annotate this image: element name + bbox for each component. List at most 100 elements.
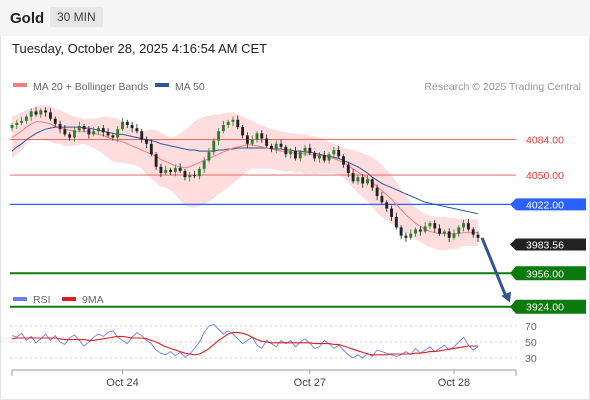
forecast-arrow: [480, 237, 512, 303]
candle-body: [346, 164, 350, 174]
candle-body: [250, 139, 254, 144]
candle: [188, 171, 192, 182]
candle: [212, 138, 216, 156]
candle: [399, 225, 403, 239]
candle-body: [24, 116, 28, 121]
candle: [442, 229, 446, 237]
rsi-tick-label: 30: [525, 353, 537, 365]
candle-body: [39, 110, 43, 115]
candle-body: [385, 202, 389, 209]
candle: [337, 145, 341, 159]
candle: [380, 191, 384, 205]
candle: [284, 144, 288, 158]
candle: [197, 166, 201, 180]
candle: [361, 174, 365, 188]
candle-body: [255, 133, 259, 140]
candle-body: [428, 223, 432, 227]
candle-body: [97, 128, 100, 132]
candle-body: [145, 139, 148, 144]
candle: [121, 117, 124, 132]
candle-body: [207, 152, 211, 161]
candle-body: [274, 143, 278, 149]
candle-body: [10, 124, 14, 129]
candle: [452, 229, 456, 240]
candle-body: [231, 119, 235, 122]
candle-body: [73, 130, 76, 138]
candle-body: [197, 168, 201, 177]
candle: [298, 150, 302, 162]
candle: [173, 164, 177, 177]
candle-body: [116, 129, 120, 138]
candle-body: [159, 166, 163, 174]
candle: [154, 152, 158, 170]
resistance-label: 4084.00: [526, 135, 564, 147]
candle: [308, 143, 312, 156]
bollinger-band: [12, 105, 478, 251]
candle: [178, 163, 182, 174]
candle: [327, 152, 331, 164]
candle: [409, 229, 413, 240]
rsi-ma-line: [11, 331, 478, 356]
header-bar: Gold 30 MIN: [0, 0, 590, 36]
candle: [255, 131, 259, 143]
candle-body: [140, 131, 144, 140]
candle-body: [169, 169, 172, 172]
candle-body: [476, 234, 480, 238]
candle: [221, 120, 225, 134]
candle-body: [433, 223, 437, 229]
candle-body: [327, 154, 331, 161]
rsi-legend-label: RSI: [33, 294, 51, 306]
candle: [193, 170, 196, 179]
candle-body: [226, 121, 230, 125]
candle: [418, 226, 422, 236]
candle: [245, 132, 249, 148]
candle: [34, 107, 38, 117]
candle-body: [466, 223, 470, 230]
candle: [250, 135, 254, 146]
candle-body: [82, 126, 86, 130]
candle: [53, 116, 57, 128]
last-price-box: [510, 238, 586, 251]
candle: [279, 139, 283, 149]
candle: [92, 127, 96, 137]
candle-body: [452, 233, 456, 238]
candle: [207, 147, 211, 163]
candle-body: [438, 228, 442, 234]
candle: [394, 212, 398, 230]
candle-body: [217, 131, 221, 141]
candle-body: [298, 152, 302, 159]
last-price-label: 3983.56: [526, 240, 564, 252]
candle-body: [308, 147, 312, 154]
candle: [241, 124, 245, 139]
candle-body: [111, 135, 115, 138]
candle-body: [322, 155, 326, 161]
candle: [318, 152, 321, 163]
candle-body: [221, 124, 225, 132]
support-label-box: [510, 299, 586, 314]
credit-text: Research © 2025 Trading Central: [424, 81, 581, 93]
candle: [73, 127, 76, 142]
forecast-arrow-shaft: [480, 237, 508, 298]
candle-body: [173, 167, 177, 172]
support-label: 3924.00: [526, 302, 564, 314]
bollinger-band-area: [12, 105, 478, 251]
candle-body: [380, 196, 384, 203]
candle-body: [241, 127, 245, 136]
candle: [260, 130, 264, 143]
candle-body: [106, 132, 110, 136]
candle-body: [58, 123, 62, 130]
candle-body: [164, 169, 168, 174]
rsi-tick-label: 50: [525, 337, 537, 349]
candle: [48, 108, 52, 121]
candle-body: [125, 121, 129, 125]
candle-body: [154, 154, 158, 167]
candle-body: [20, 120, 24, 123]
candle-body: [236, 119, 240, 128]
candle: [159, 163, 163, 178]
rsi-ma-legend-swatch: [62, 297, 76, 301]
x-axis-tick-label: Oct 24: [106, 377, 138, 389]
timeframe-badge[interactable]: 30 MIN: [50, 7, 103, 27]
candle-body: [351, 173, 355, 182]
level-labels: 4084.00 4050.00 4022.00 3983.56 3956.00 3924.…: [510, 135, 586, 314]
